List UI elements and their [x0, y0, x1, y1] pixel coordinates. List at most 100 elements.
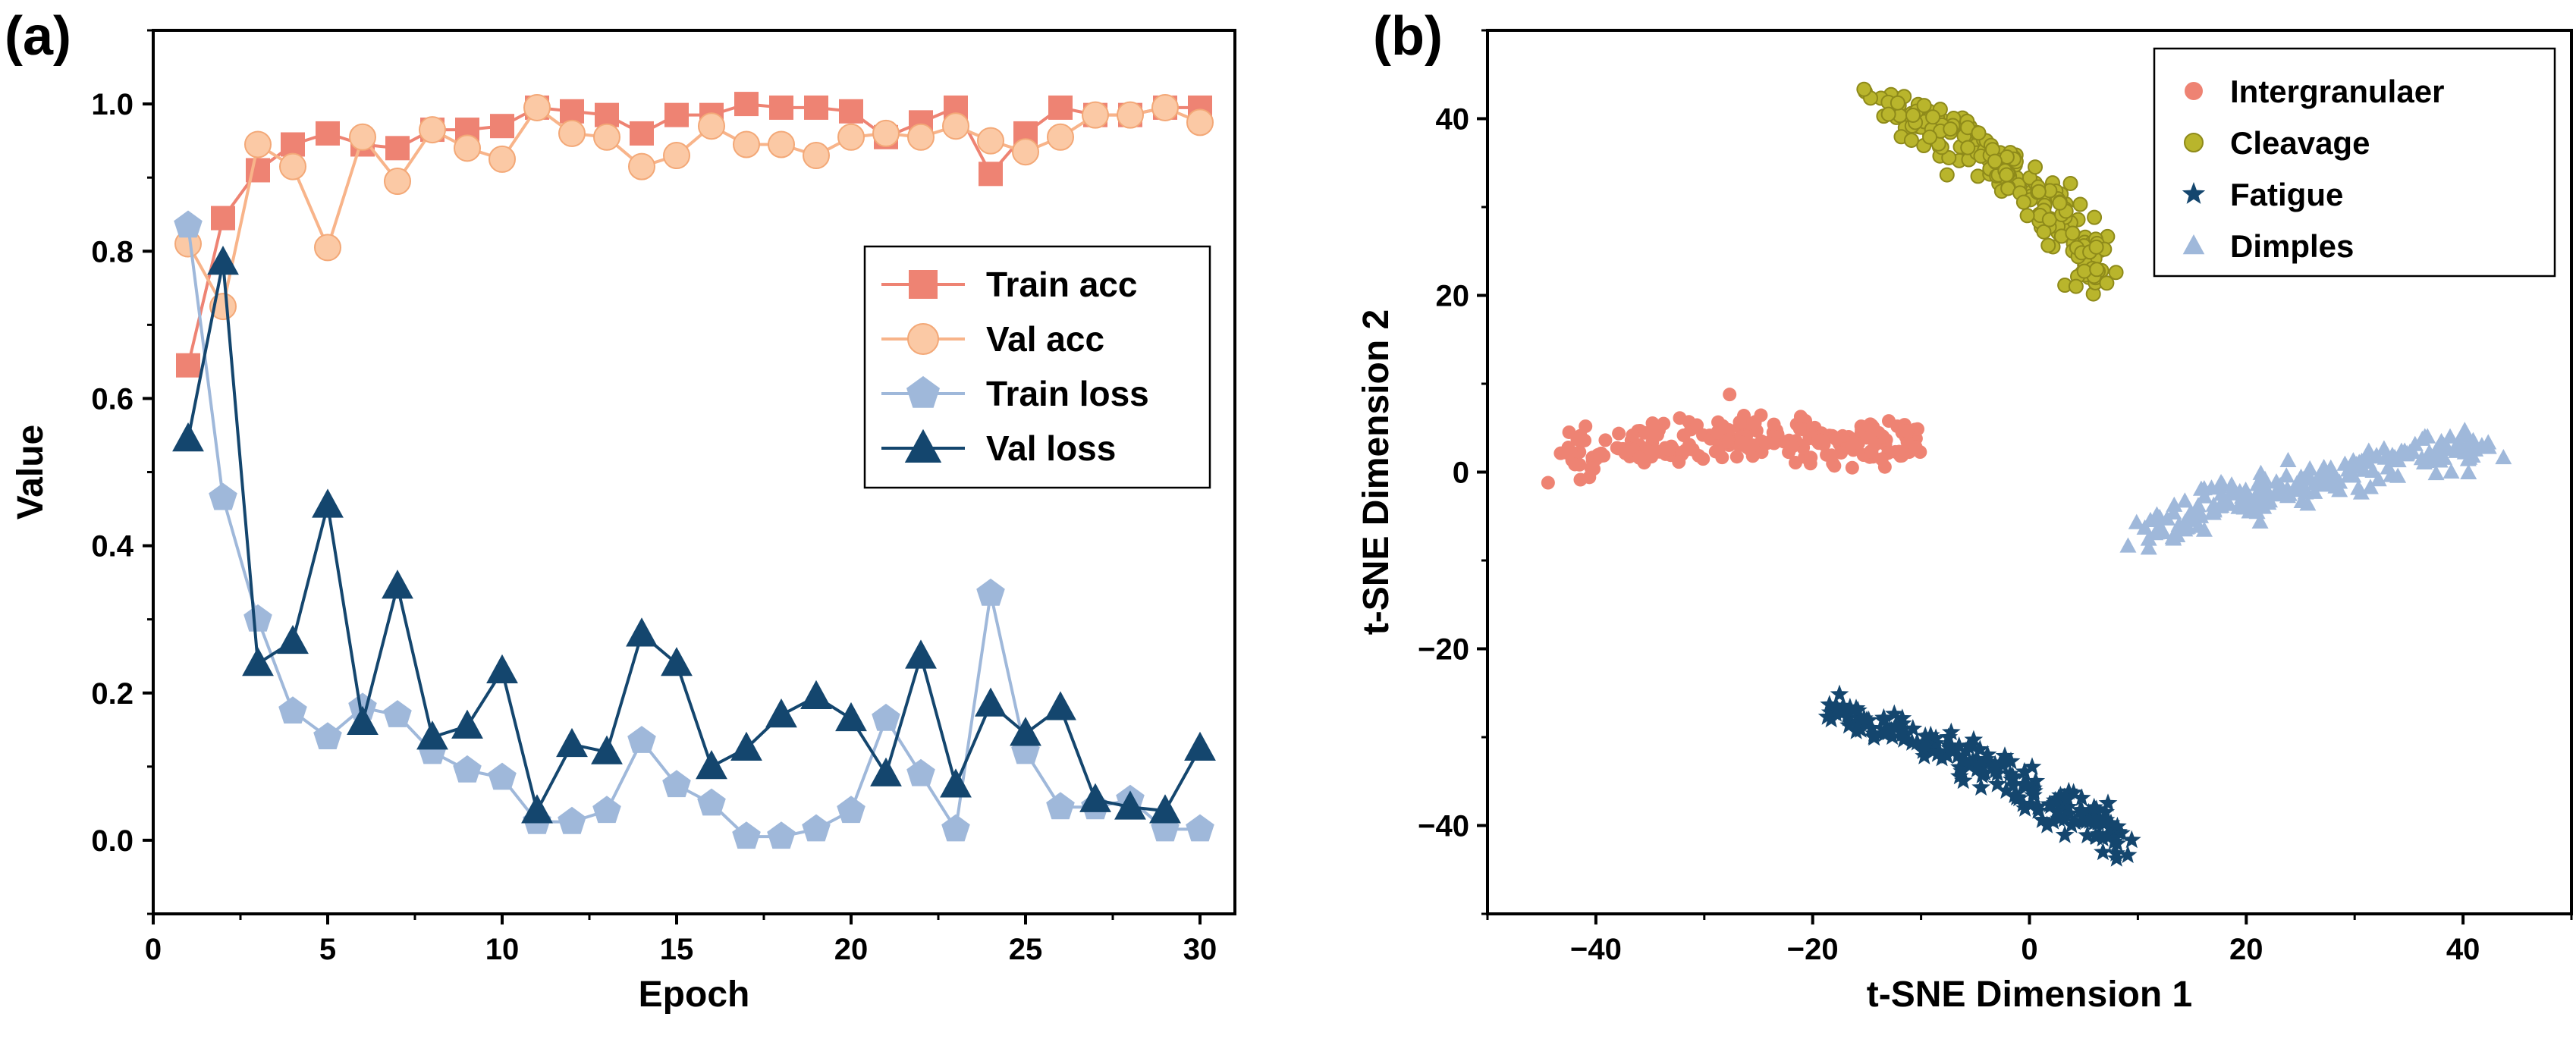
legend-item: Intergranulaer: [2185, 74, 2444, 109]
data-point: [174, 210, 203, 238]
data-point: [2009, 788, 2029, 807]
x-tick-label: −20: [1787, 933, 1839, 966]
data-point: [2022, 794, 2041, 813]
data-point: [560, 99, 584, 124]
data-point: [1892, 714, 1912, 733]
data-point: [278, 696, 307, 724]
data-point: [2279, 451, 2297, 467]
data-point: [1827, 459, 1842, 473]
data-point: [663, 142, 690, 170]
data-point: [1949, 736, 1969, 755]
data-point: [2368, 447, 2386, 463]
data-point: [1745, 449, 1760, 463]
data-point: [1995, 746, 2015, 764]
data-point: [1966, 750, 1986, 768]
data-point: [2026, 771, 2046, 789]
data-point: [1723, 388, 1737, 402]
data-point: [1880, 106, 1896, 122]
data-point: [2352, 484, 2370, 500]
y-tick-label: 20: [1436, 280, 1470, 313]
data-point: [1186, 814, 1214, 842]
x-tick-label: 20: [834, 933, 869, 966]
data-point: [488, 145, 516, 173]
data-point: [1582, 470, 1597, 485]
data-point: [768, 130, 795, 159]
data-point: [1827, 695, 1846, 714]
data-point: [1561, 441, 1575, 455]
data-point: [2307, 474, 2325, 491]
x-tick-label: 30: [1183, 933, 1217, 966]
data-point: [2016, 774, 2035, 793]
data-point: [1893, 724, 1912, 742]
data-point: [1682, 441, 1696, 455]
data-point: [2414, 430, 2431, 446]
data-point: [905, 639, 937, 669]
data-point: [1849, 701, 1868, 719]
panel-b-scatter-chart: (b) −40 −20 0 20 40 −40 −20 0 20 40 t-SNE Dimensi…: [1356, 6, 2573, 1015]
data-point: [2088, 239, 2104, 255]
data-point: [1950, 758, 1969, 776]
data-point: [1767, 417, 1781, 432]
data-point: [2417, 452, 2435, 469]
data-point: [1597, 448, 1611, 463]
data-point: [1661, 442, 1676, 457]
data-point: [1854, 419, 1868, 434]
data-point: [1972, 765, 1992, 784]
data-point: [2068, 278, 2084, 294]
y-tick-label: 0.8: [91, 235, 134, 268]
data-point: [2257, 470, 2274, 486]
data-point: [1952, 761, 1971, 780]
data-point: [1971, 777, 1990, 796]
y-tick-label: 40: [1436, 103, 1470, 137]
legend-item: Fatigue: [2182, 177, 2343, 212]
data-point: [244, 130, 272, 159]
data-point: [2230, 498, 2248, 514]
data-point: [382, 570, 413, 599]
data-point: [349, 123, 376, 151]
data-point: [1721, 435, 1736, 449]
data-point: [2272, 476, 2289, 492]
data-point: [1845, 460, 1859, 475]
data-point: [661, 647, 693, 676]
data-point: [696, 749, 727, 780]
data-point: [243, 604, 272, 632]
data-point: [2022, 757, 2042, 775]
data-point: [1839, 715, 1858, 734]
data-point: [1149, 794, 1181, 824]
data-point: [872, 703, 900, 731]
data-point: [1948, 746, 1968, 764]
data-point: [451, 709, 483, 739]
data-point: [2028, 801, 2048, 819]
data-point: [734, 92, 759, 117]
data-point: [1745, 438, 1760, 453]
data-point: [2259, 482, 2276, 498]
data-point: [383, 700, 412, 727]
data-point: [2456, 422, 2474, 438]
data-point: [1840, 698, 1860, 716]
data-point: [2051, 786, 2070, 804]
panel-b-points: [1541, 81, 2512, 867]
data-point: [1082, 101, 1109, 129]
series-fatigue: [1817, 684, 2141, 867]
data-point: [2205, 496, 2223, 512]
data-point: [2118, 845, 2138, 864]
data-point: [2191, 504, 2209, 520]
data-point: [2189, 497, 2207, 513]
data-point: [1895, 448, 1909, 463]
data-point: [1804, 450, 1818, 465]
data-point: [769, 95, 793, 120]
data-point: [1836, 428, 1850, 443]
data-point: [1856, 81, 1872, 97]
data-point: [1874, 708, 1893, 727]
data-point: [2449, 434, 2467, 450]
data-point: [2005, 785, 2025, 803]
data-point: [556, 727, 588, 758]
data-point: [1937, 746, 1957, 764]
panel-b-legend: Intergranulaer Cleavage Fatigue Dimples: [2153, 47, 2556, 278]
data-point: [2064, 783, 2083, 801]
data-point: [2106, 849, 2126, 867]
x-tick-label: 10: [485, 933, 520, 966]
data-point: [316, 121, 340, 146]
data-point: [1710, 425, 1724, 440]
